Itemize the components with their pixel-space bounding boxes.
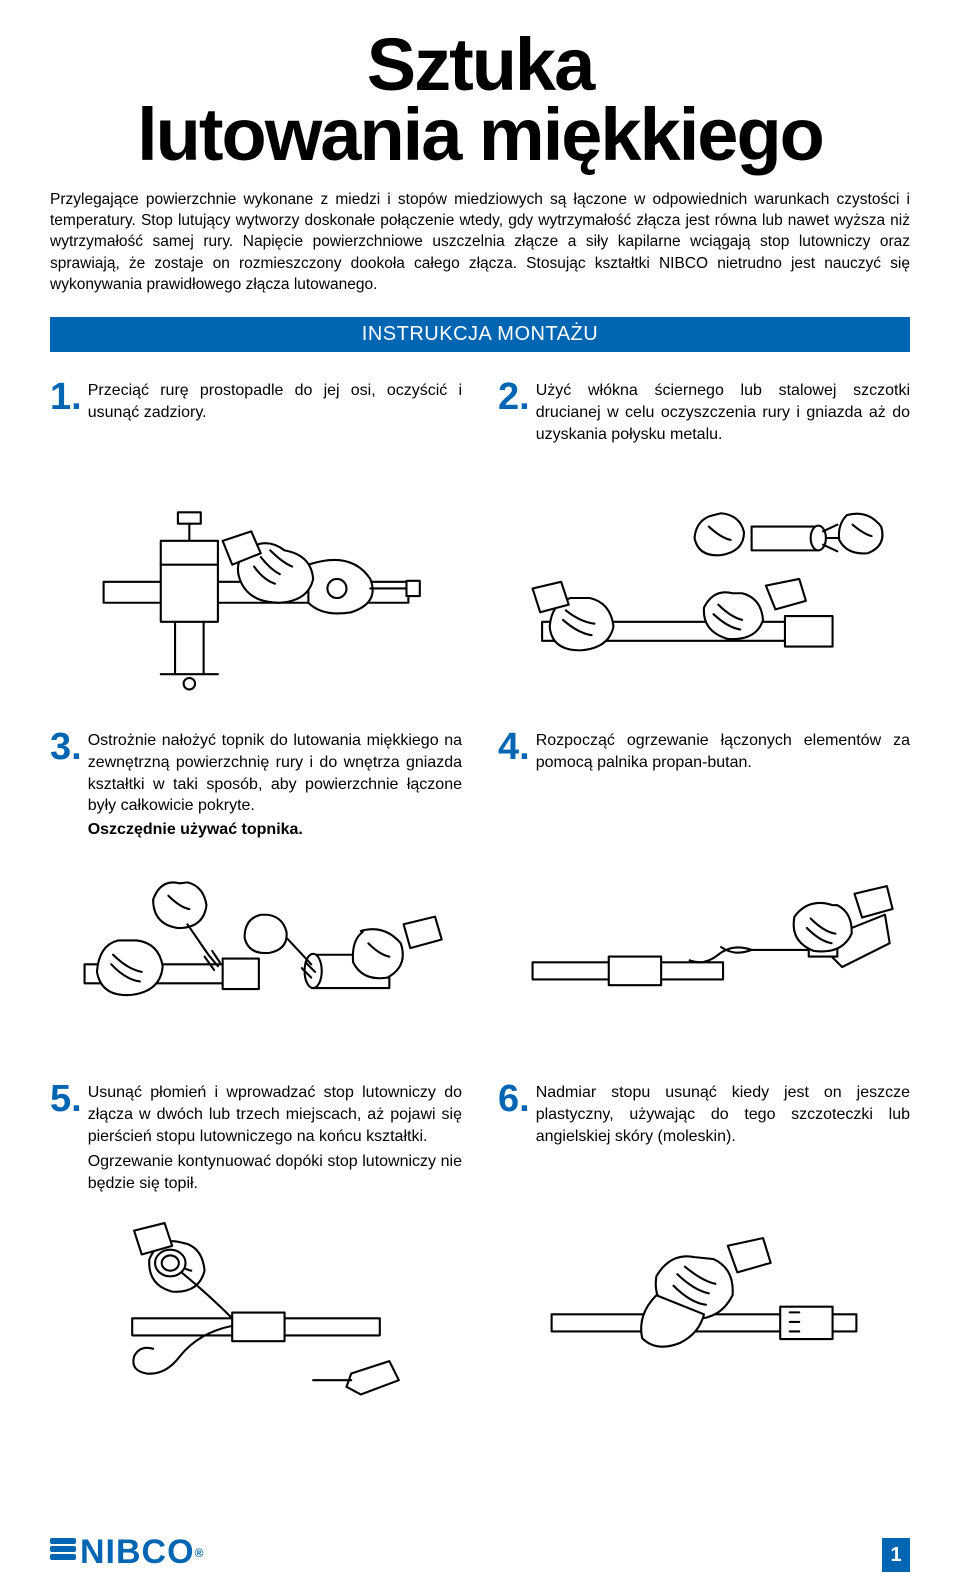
steps-grid: 1. Przeciąć rurę prostopadle do jej osi,… [50,378,910,1404]
step-number: 6. [498,1080,530,1118]
step-text: Rozpocząć ogrzewanie łączonych elementów… [536,728,910,773]
illustration-4 [498,848,910,1048]
illustration-6 [498,1200,910,1400]
step-5: 5. Usunąć płomień i wprowadzać stop luto… [50,1080,462,1404]
step-text: Użyć włókna ściernego lub stalowej szczo… [536,378,910,445]
page-title: Sztuka lutowania miękkiego [50,30,910,171]
step-number: 4. [498,728,530,766]
illustration-3 [50,850,462,1050]
step-number: 3. [50,728,82,766]
step-1: 1. Przeciąć rurę prostopadle do jej osi,… [50,378,462,698]
nibco-logo: NIBCO® [50,1533,204,1572]
step-6: 6. Nadmiar stopu usunąć kiedy jest on je… [498,1080,910,1404]
step-4: 4. Rozpocząć ogrzewanie łączonych elemen… [498,728,910,1050]
step-text: Nadmiar stopu usunąć kiedy jest on jeszc… [536,1080,910,1147]
step-text: Usunąć płomień i wprowadzać stop lutowni… [88,1080,462,1194]
footer: NIBCO® 1 [50,1533,910,1572]
section-header: INSTRUKCJA MONTAŻU [50,317,910,352]
illustration-1 [50,498,462,698]
step-text: Przeciąć rurę prostopadle do jej osi, oc… [88,378,462,423]
page-number: 1 [882,1538,910,1572]
title-line2: lutowania miękkiego [137,93,823,176]
intro-paragraph: Przylegające powierzchnie wykonane z mie… [50,189,910,296]
step-number: 2. [498,378,530,416]
illustration-5 [50,1204,462,1404]
step-number: 1. [50,378,82,416]
step-3: 3. Ostrożnie nałożyć topnik do lutowania… [50,728,462,1050]
step-2: 2. Użyć włókna ściernego lub stalowej sz… [498,378,910,698]
illustration-2 [498,498,910,698]
step-number: 5. [50,1080,82,1118]
step-text: Ostrożnie nałożyć topnik do lutowania mi… [88,728,462,840]
